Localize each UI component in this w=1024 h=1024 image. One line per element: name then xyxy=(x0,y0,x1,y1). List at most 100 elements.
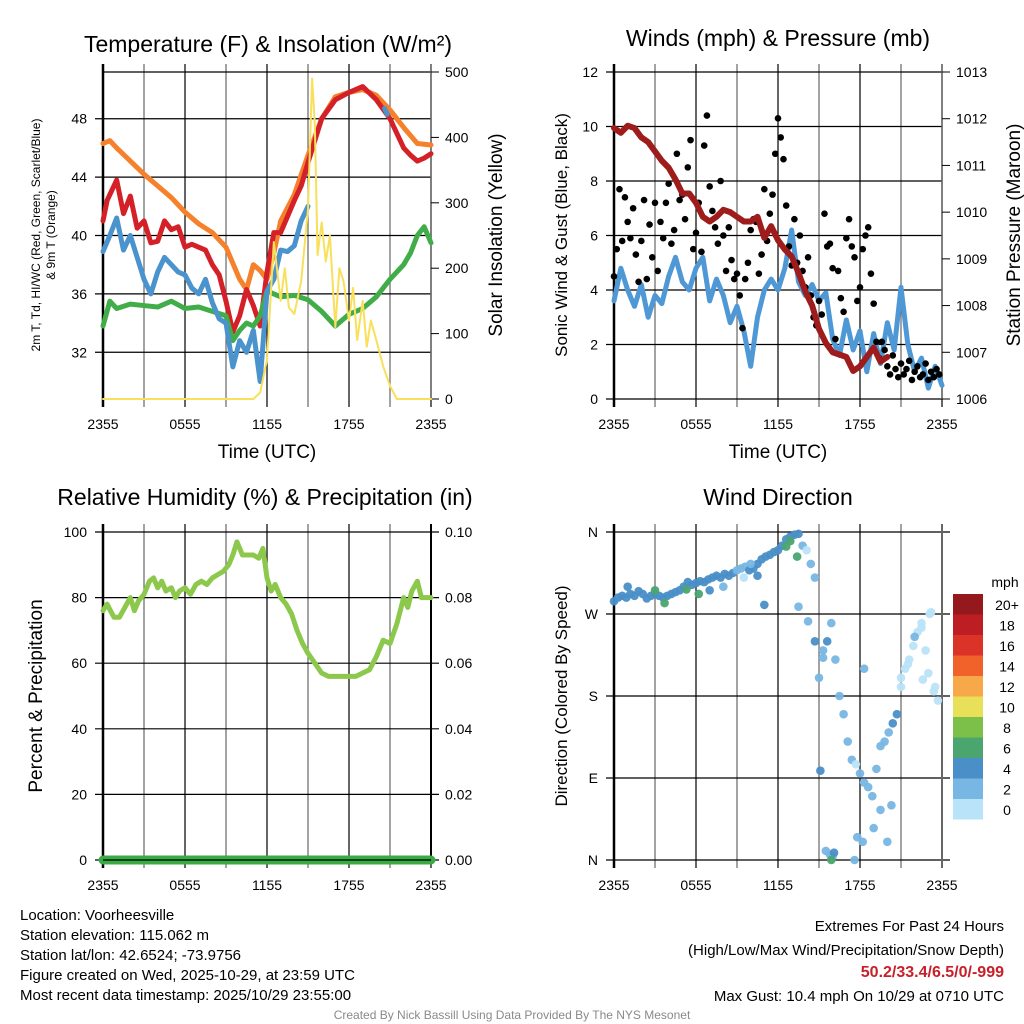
wdir-point xyxy=(930,682,940,692)
wind-gust-point xyxy=(744,259,752,267)
wind-gust-point xyxy=(711,224,719,231)
wdir-ytick-label: E xyxy=(589,770,598,786)
legend-swatch xyxy=(953,737,983,758)
legend-swatch xyxy=(953,635,983,656)
wdir-xtick-label: 1755 xyxy=(844,877,875,893)
wdir-point xyxy=(753,571,762,581)
wind-gust-point xyxy=(632,251,640,258)
wind-gust-point xyxy=(930,373,938,381)
temp-y2tick-label: 200 xyxy=(445,260,469,276)
wdir-point xyxy=(924,668,933,678)
legend-swatch xyxy=(953,696,983,717)
wdir-point xyxy=(880,737,889,746)
wind-y2tick-label: 1009 xyxy=(956,251,987,267)
wind-gust-point xyxy=(755,270,763,277)
wind-gust-point xyxy=(730,275,738,283)
wdir-point xyxy=(623,582,632,591)
wdir-point xyxy=(814,673,824,683)
temp-ytick-label: 44 xyxy=(71,169,87,185)
wind-gust-point xyxy=(780,155,787,163)
wind-gust-point xyxy=(818,311,826,318)
rh-ytick-label: 100 xyxy=(64,524,88,540)
temp-y-axis-label-2: & 9m T (Orange) xyxy=(44,190,58,280)
wind-gust-point xyxy=(856,283,864,291)
wind-xtick-label: 1155 xyxy=(763,416,793,432)
wind-gust-point xyxy=(905,357,913,365)
wdir-point xyxy=(794,602,803,612)
rh-plot xyxy=(95,524,439,868)
temp-y2tick-label: 400 xyxy=(445,129,469,145)
wdir-point xyxy=(806,559,816,569)
wind-y2tick-label: 1012 xyxy=(956,111,987,127)
wdir-xtick-label: 0555 xyxy=(680,877,711,893)
wind-xtick-label: 2355 xyxy=(598,416,629,432)
temp-ytick-label: 40 xyxy=(71,228,87,244)
rh-y2tick-label: 0.00 xyxy=(445,852,472,868)
wdir-point xyxy=(869,823,878,833)
wdir-chart-title: Wind Direction xyxy=(703,484,853,510)
temp-series-2m-t xyxy=(100,84,434,335)
wind-gust-point xyxy=(714,240,722,247)
recent-timestamp-text: Most recent data timestamp: 2025/10/29 2… xyxy=(20,987,352,1004)
wind-gust-point xyxy=(897,360,905,367)
wind-gust-point xyxy=(733,270,741,277)
wdir-point xyxy=(851,760,861,769)
wdir-point xyxy=(822,637,832,646)
wdir-point xyxy=(858,837,868,847)
wdir-point xyxy=(786,536,795,546)
wdir-point xyxy=(818,653,828,663)
wind-gust-point xyxy=(894,373,902,381)
temp-series-solar xyxy=(102,77,432,400)
legend-swatch xyxy=(953,778,983,799)
wind-y2tick-label: 1013 xyxy=(956,64,987,80)
wind-gust-point xyxy=(758,251,765,258)
wdir-point xyxy=(921,646,930,655)
wind-gust-point xyxy=(689,245,697,253)
wdir-point xyxy=(818,646,828,655)
wdir-point xyxy=(810,637,820,646)
rh-y2tick-label: 0.04 xyxy=(445,721,472,737)
wdir-point xyxy=(926,607,936,617)
temp-y2tick-label: 500 xyxy=(445,64,469,80)
wdir-point xyxy=(896,682,906,692)
legend-label: 10 xyxy=(999,700,1015,716)
wdir-point xyxy=(829,848,839,858)
wind-gust-point xyxy=(881,346,888,354)
wdir-point xyxy=(872,764,881,774)
wind-ytick-label: 6 xyxy=(590,228,598,244)
wind-gust-point xyxy=(643,275,651,283)
wdir-point xyxy=(917,623,926,632)
wdir-point xyxy=(918,675,928,684)
wind-gust-point xyxy=(670,226,678,234)
wind-gust-point xyxy=(616,185,623,193)
wind-gust-point xyxy=(717,177,724,185)
legend-swatch xyxy=(953,655,983,676)
wind-gust-point xyxy=(832,335,839,343)
wdir-point xyxy=(760,600,769,610)
extremes-fields: (High/Low/Max Wind/Precipitation/Snow De… xyxy=(688,942,1004,959)
wdir-ytick-label: N xyxy=(588,852,598,868)
wind-xtick-label: 2355 xyxy=(926,416,957,432)
wind-gust-point xyxy=(769,191,776,198)
wdir-point xyxy=(694,589,704,599)
wdir-point xyxy=(903,659,913,669)
wind-gust-point xyxy=(933,365,940,373)
wdir-plot xyxy=(606,524,950,868)
rh-ytick-label: 60 xyxy=(71,655,87,671)
wind-gust-point xyxy=(867,270,875,277)
max-gust-text: Max Gust: 10.4 mph On 10/29 at 0710 UTC xyxy=(713,988,1004,1005)
wdir-ytick-label: W xyxy=(585,606,599,622)
wind-gust-point xyxy=(900,371,908,378)
wdir-point xyxy=(792,552,802,561)
wind-gust-point xyxy=(635,278,642,286)
wind-gust-point xyxy=(903,365,910,373)
temp-y2tick-label: 300 xyxy=(445,195,469,211)
wdir-point xyxy=(910,632,919,642)
rh-y2tick-label: 0.06 xyxy=(445,655,472,671)
temp-ytick-label: 36 xyxy=(71,286,87,302)
wind-gust-point xyxy=(610,273,618,280)
wind-gust-point xyxy=(935,371,943,378)
legend-label: 4 xyxy=(1003,761,1011,777)
elevation-text: Station elevation: 115.062 m xyxy=(20,927,210,944)
